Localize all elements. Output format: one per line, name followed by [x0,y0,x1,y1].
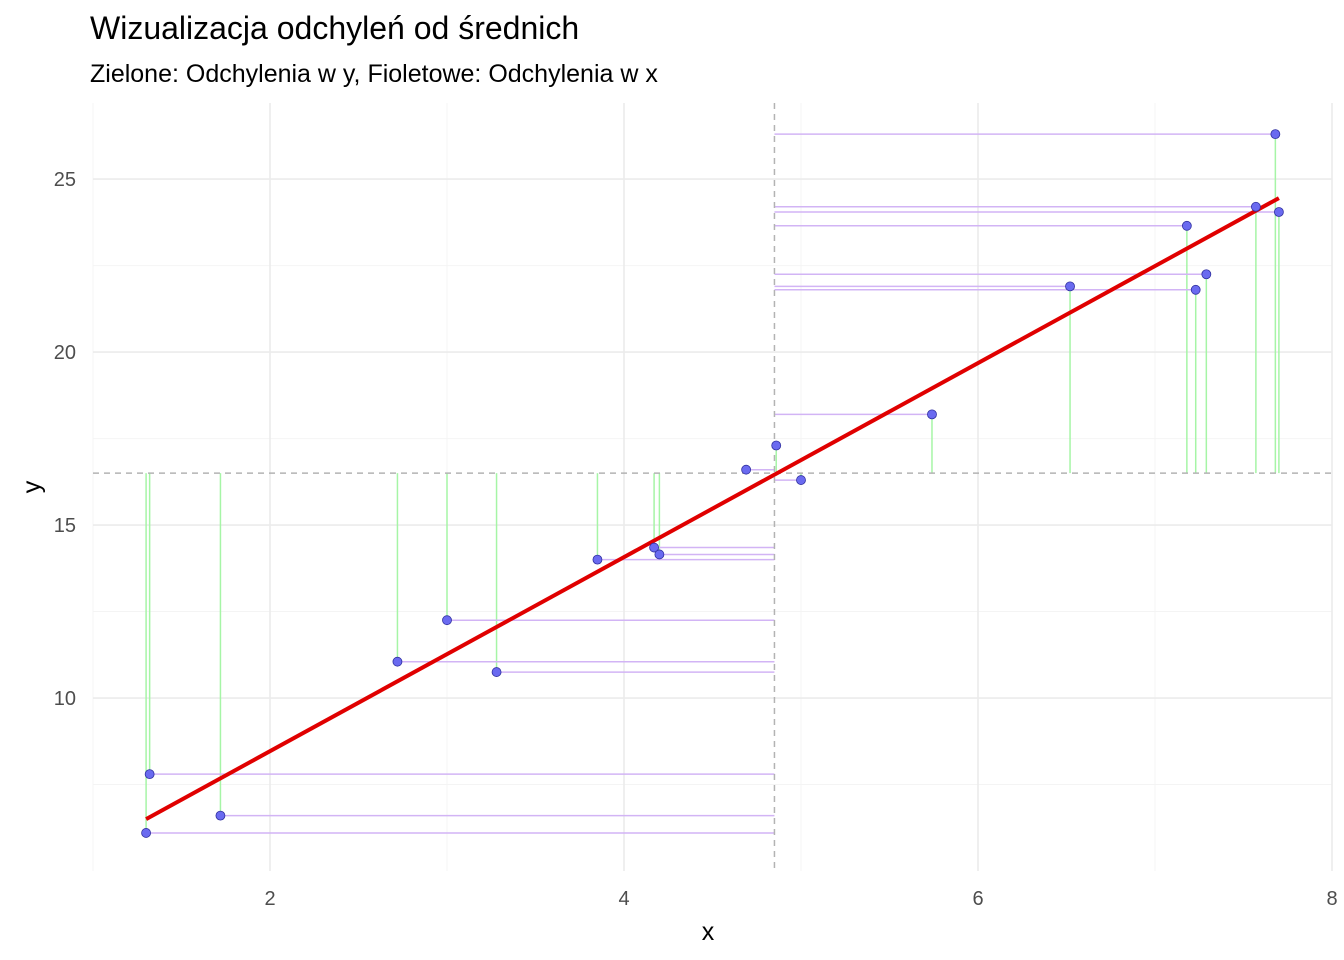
x-tick-label: 4 [618,888,629,910]
y-tick-label: 25 [54,169,76,191]
data-point [796,475,806,485]
chart-title: Wizualizacja odchyleń od średnich [90,10,580,46]
regression-layer [145,196,1280,821]
mean-lines [93,103,1332,871]
data-point [592,554,603,565]
data-point [927,409,937,420]
data-point [741,464,752,475]
data-point [1201,269,1212,280]
data-point [215,810,226,821]
data-point [1274,207,1284,217]
data-point [442,615,452,626]
data-point [491,667,502,677]
chart-subtitle: Zielone: Odchylenia w y, Fioletowe: Odch… [90,60,658,88]
data-point [1190,284,1201,295]
x-tick-label: 8 [1326,888,1337,910]
data-point [392,656,403,667]
grid-lines [92,103,1333,871]
data-point [771,440,782,451]
data-point [654,549,665,560]
regression-line [145,196,1280,821]
x-axis-title: x [702,918,715,946]
y-tick-label: 15 [54,515,76,537]
data-point [1270,129,1281,140]
y-tick-label: 20 [54,342,76,364]
data-point [1065,281,1075,292]
data-point [649,542,659,553]
data-point [1250,201,1261,212]
x-tick-label: 6 [972,888,983,910]
deviation-lines [145,133,1280,834]
data-point [1181,220,1192,231]
data-point [144,769,155,780]
data-point [141,828,152,838]
data-points [141,129,1284,838]
x-tick-label: 2 [264,888,275,910]
y-tick-label: 10 [54,688,76,710]
y-axis-title: y [18,480,46,493]
tick-labels: 2 4 6 8 10 15 20 25 [54,169,1338,910]
